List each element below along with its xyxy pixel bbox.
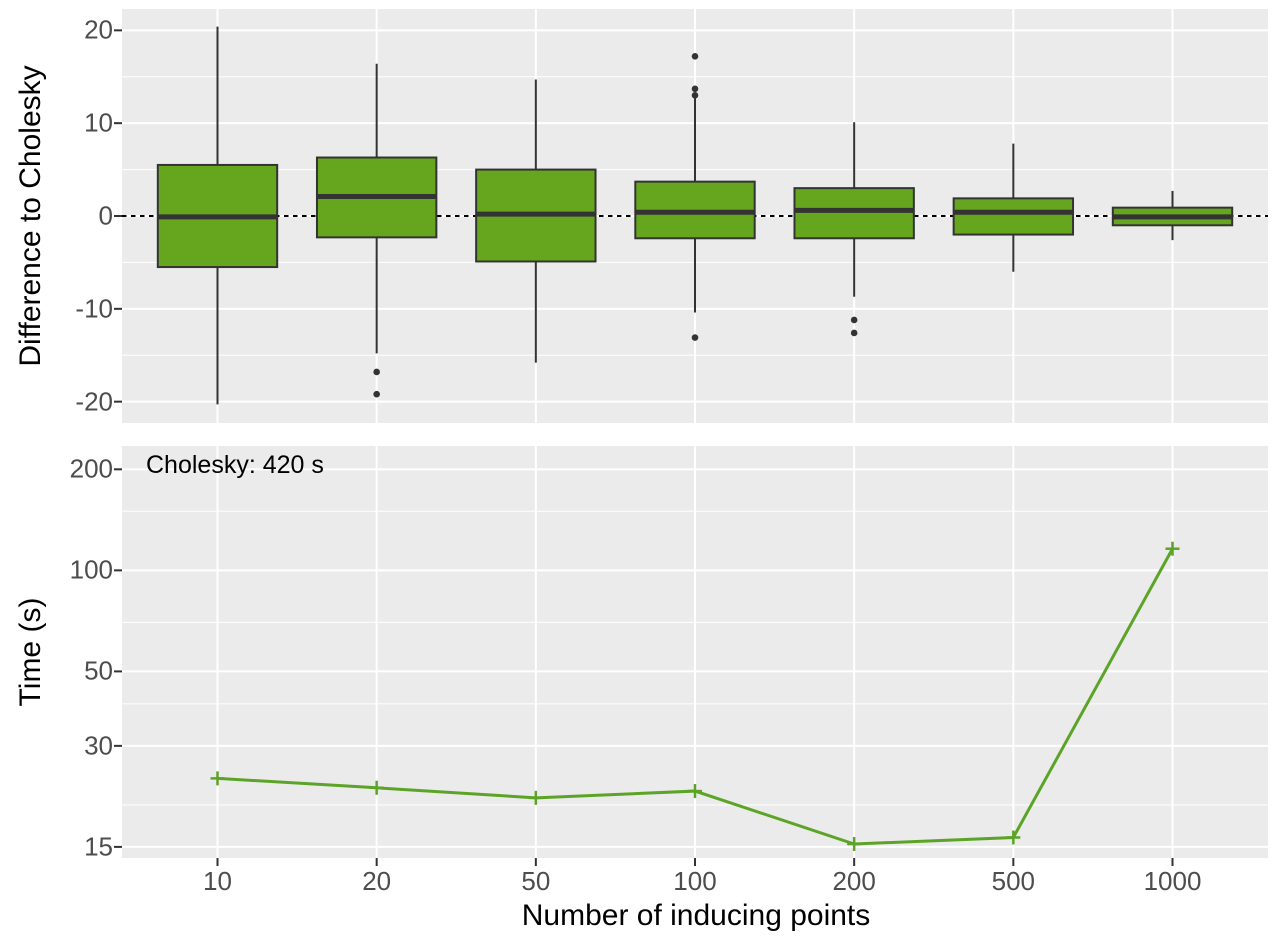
outlier-point	[373, 368, 380, 376]
x-tick-label: 20	[362, 866, 392, 896]
bottom-y-tick-label: 15	[84, 831, 113, 862]
bottom-y-axis-title: Time (s)	[14, 597, 47, 707]
outlier-point	[691, 85, 699, 93]
top-y-tick-label: -20	[75, 386, 113, 417]
outlier-point	[691, 92, 699, 99]
x-tick-label: 200	[832, 866, 876, 896]
top-y-tick-label: -10	[75, 293, 113, 324]
outlier-point	[850, 316, 858, 324]
top-y-tick-label: 0	[98, 200, 113, 231]
x-tick-label: 100	[673, 866, 717, 896]
outlier-point	[691, 53, 699, 60]
bottom-y-tick-label: 100	[69, 554, 113, 585]
outlier-point	[691, 334, 699, 341]
cholesky-time-annotation: Cholesky: 420 s	[146, 451, 324, 479]
x-axis-title: Number of inducing points	[521, 899, 871, 932]
x-tick-label: 1000	[1143, 866, 1202, 896]
bottom-y-tick-label: 200	[69, 453, 113, 484]
box-200	[793, 187, 915, 240]
bottom-y-tick-label: 50	[84, 655, 113, 686]
top-y-tick-label: 20	[84, 14, 113, 45]
x-tick-label: 500	[991, 866, 1036, 896]
x-tick-label: 10	[203, 866, 232, 896]
outlier-point	[850, 329, 858, 337]
box-500	[952, 197, 1075, 236]
bottom-y-tick-label: 30	[84, 730, 113, 761]
outlier-point	[373, 390, 380, 398]
x-tick-label: 50	[521, 866, 551, 896]
top-y-tick-label: 10	[84, 107, 113, 138]
